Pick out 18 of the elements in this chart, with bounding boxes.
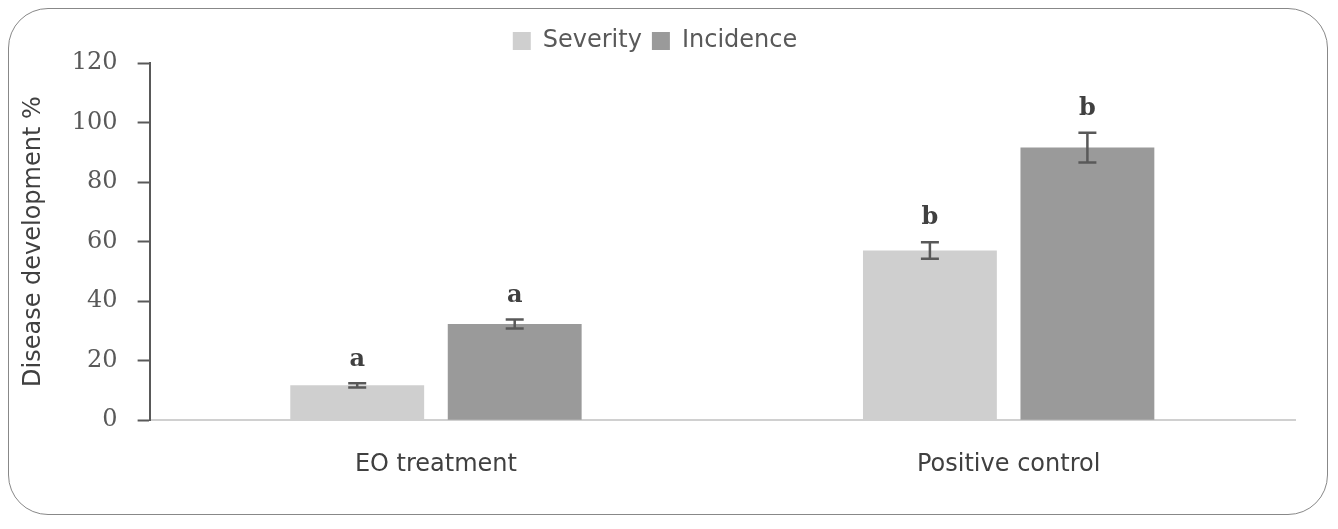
y-tick-label: 20 bbox=[87, 344, 118, 373]
x-tick-label: EO treatment bbox=[354, 448, 517, 477]
data-label: a bbox=[506, 278, 523, 308]
y-tick-label: 40 bbox=[87, 285, 118, 314]
x-tick-label: Positive control bbox=[916, 448, 1101, 477]
y-axis-title: Disease development % bbox=[17, 96, 46, 387]
y-tick-label: 120 bbox=[71, 47, 118, 76]
y-tick-label: 60 bbox=[87, 225, 118, 254]
bar bbox=[1020, 147, 1155, 420]
data-label: a bbox=[349, 342, 365, 372]
y-tick-label: 100 bbox=[71, 106, 118, 135]
legend-label: Severity bbox=[542, 25, 642, 54]
data-label: b bbox=[921, 201, 939, 231]
bar bbox=[447, 324, 582, 420]
legend-label: Incidence bbox=[681, 25, 798, 54]
y-tick-label: 80 bbox=[87, 166, 118, 195]
data-label: b bbox=[1079, 91, 1096, 121]
y-tick-label: 0 bbox=[102, 404, 118, 433]
